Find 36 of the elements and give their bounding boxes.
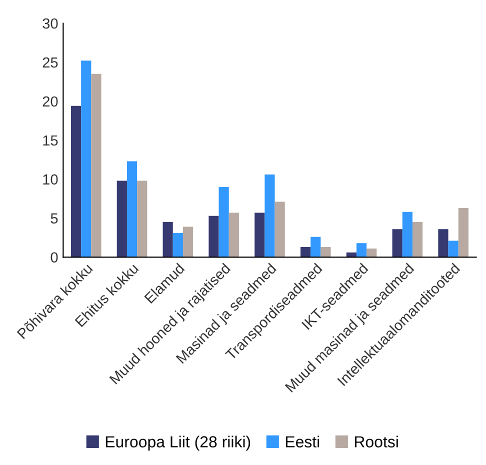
bar	[274, 202, 285, 258]
bar	[228, 212, 239, 258]
bar	[116, 180, 127, 258]
y-tick-label: 30	[42, 18, 58, 29]
bar	[366, 248, 377, 258]
bar	[412, 222, 423, 258]
y-tick-label: 20	[42, 96, 58, 107]
y-tick-label: 15	[43, 135, 58, 146]
bar	[218, 186, 229, 258]
bar	[254, 212, 265, 258]
bar	[448, 240, 458, 258]
bar	[126, 161, 138, 258]
bar	[91, 74, 102, 258]
legend-label: Rootsi	[354, 436, 398, 448]
bar	[438, 229, 448, 258]
y-tick-label: 5	[50, 213, 58, 224]
bar	[81, 60, 92, 258]
bar	[70, 106, 82, 258]
bar	[392, 229, 402, 258]
bar	[356, 243, 367, 258]
y-tick-label: 10	[43, 174, 58, 185]
bar	[458, 208, 468, 258]
bar	[310, 236, 321, 258]
y-tick-label: 25	[42, 57, 58, 68]
bar	[137, 180, 148, 258]
bar	[264, 174, 275, 258]
bar	[172, 232, 183, 258]
y-tick-label: 0	[50, 252, 58, 263]
bar	[162, 222, 173, 258]
bar	[402, 212, 412, 258]
bar	[182, 226, 194, 258]
bar	[320, 247, 331, 258]
bar	[208, 216, 219, 258]
bar	[300, 247, 311, 258]
legend-label: Eesti	[286, 436, 320, 448]
legend-label: Euroopa Liit (28 riiki)	[106, 436, 250, 451]
